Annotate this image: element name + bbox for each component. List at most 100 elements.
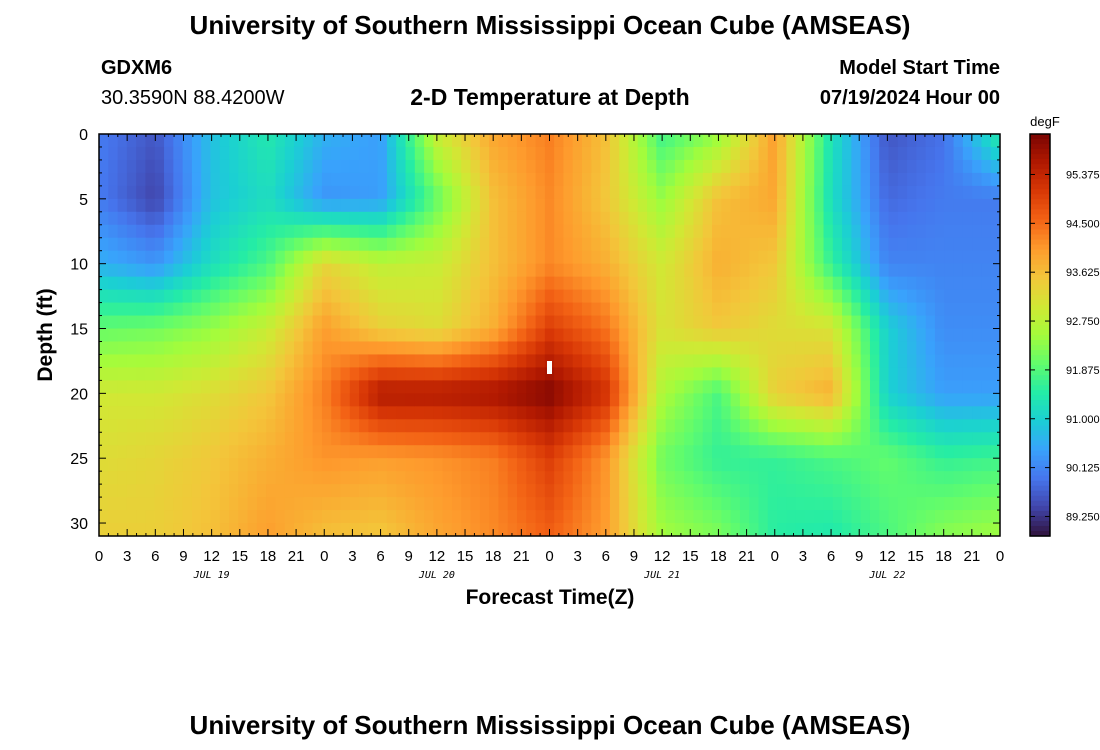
heatmap-cell [907, 393, 917, 407]
heatmap-cell [256, 367, 267, 381]
heatmap-cell [210, 134, 221, 148]
heatmap-cell [535, 146, 546, 161]
heatmap-cell [489, 302, 500, 317]
heatmap-cell [563, 484, 574, 498]
heatmap-cell [126, 315, 137, 330]
heatmap-cell [405, 172, 416, 187]
heatmap-cell [804, 419, 815, 433]
heatmap-cell [136, 315, 147, 330]
heatmap-cell [275, 224, 286, 239]
heatmap-cell [777, 211, 787, 226]
heatmap-cell [767, 380, 778, 394]
heatmap-cell [647, 393, 657, 407]
colorbar-segment [1030, 395, 1050, 401]
heatmap-cell [284, 224, 295, 239]
heatmap-cell [804, 406, 815, 420]
heatmap-cell [953, 198, 964, 213]
heatmap-cell [777, 484, 787, 498]
heatmap-cell [804, 523, 815, 536]
heatmap-cell [897, 263, 908, 278]
heatmap-cell [461, 237, 472, 252]
heatmap-cell [442, 250, 453, 265]
heatmap-cell [451, 367, 462, 381]
heatmap-cell [191, 172, 202, 187]
heatmap-cell [582, 471, 592, 485]
heatmap-cell [544, 471, 555, 485]
heatmap-cell [349, 289, 360, 304]
heatmap-cell [758, 380, 769, 394]
heatmap-cell [544, 276, 555, 291]
heatmap-cell [368, 328, 379, 343]
heatmap-cell [145, 445, 156, 459]
heatmap-cell [201, 341, 212, 356]
heatmap-cell [377, 185, 388, 200]
heatmap-cell [312, 211, 323, 226]
heatmap-cell [814, 510, 825, 524]
heatmap-cell [526, 341, 537, 356]
heatmap-cell [628, 458, 639, 472]
heatmap-cell [154, 328, 165, 343]
heatmap-cell [359, 328, 369, 343]
heatmap-cell [368, 315, 379, 330]
heatmap-cell [126, 134, 137, 148]
heatmap-cell [433, 406, 444, 420]
heatmap-cell [767, 211, 778, 226]
colorbar-segment [1030, 144, 1050, 150]
x-tick-label: 0 [95, 548, 103, 565]
heatmap-cell [256, 380, 267, 394]
heatmap-cell [247, 354, 258, 369]
heatmap-cell [349, 276, 360, 291]
heatmap-cell [516, 419, 527, 433]
heatmap-cell [693, 302, 704, 317]
heatmap-cell [544, 432, 555, 446]
heatmap-cell [229, 211, 239, 226]
heatmap-cell [879, 380, 890, 394]
heatmap-cell [535, 276, 546, 291]
heatmap-cell [702, 458, 713, 472]
heatmap-cell [712, 419, 722, 433]
heatmap-cell [981, 302, 992, 317]
colorbar-segment [1030, 314, 1050, 321]
heatmap-cell [897, 393, 908, 407]
heatmap-cell [684, 471, 695, 485]
heatmap-cell [191, 341, 202, 356]
heatmap-cell [888, 302, 899, 317]
heatmap-cell [637, 328, 648, 343]
heatmap-cell [786, 250, 797, 265]
heatmap-cell [414, 367, 425, 381]
heatmap-cell [498, 341, 509, 356]
heatmap-cell [944, 134, 955, 148]
heatmap-cell [730, 159, 741, 174]
heatmap-cell [591, 172, 602, 187]
heatmap-cell [619, 172, 630, 187]
heatmap-cell [266, 341, 277, 356]
heatmap-cell [303, 263, 314, 278]
heatmap-cell [786, 328, 797, 343]
heatmap-cell [312, 393, 323, 407]
heatmap-cell [730, 302, 741, 317]
heatmap-cell [804, 172, 815, 187]
heatmap-cell [582, 263, 592, 278]
heatmap-cell [331, 328, 342, 343]
heatmap-cell [749, 250, 760, 265]
heatmap-cell [349, 406, 360, 420]
heatmap-cell [126, 276, 137, 291]
heatmap-cell [340, 224, 351, 239]
heatmap-cell [879, 367, 890, 381]
heatmap-cell [229, 146, 239, 161]
heatmap-cell [777, 497, 787, 511]
heatmap-cell [702, 224, 713, 239]
heatmap-cell [702, 341, 713, 356]
heatmap-cell [582, 185, 592, 200]
heatmap-cell [219, 302, 230, 317]
heatmap-cell [869, 471, 880, 485]
heatmap-cell [368, 367, 379, 381]
heatmap-cell [238, 406, 249, 420]
heatmap-cell [340, 458, 351, 472]
heatmap-cell [405, 315, 416, 330]
heatmap-cell [414, 380, 425, 394]
x-tick-label: 3 [799, 548, 807, 565]
heatmap-cell [572, 484, 583, 498]
heatmap-cell [154, 289, 165, 304]
x-tick-label: 6 [151, 548, 159, 565]
